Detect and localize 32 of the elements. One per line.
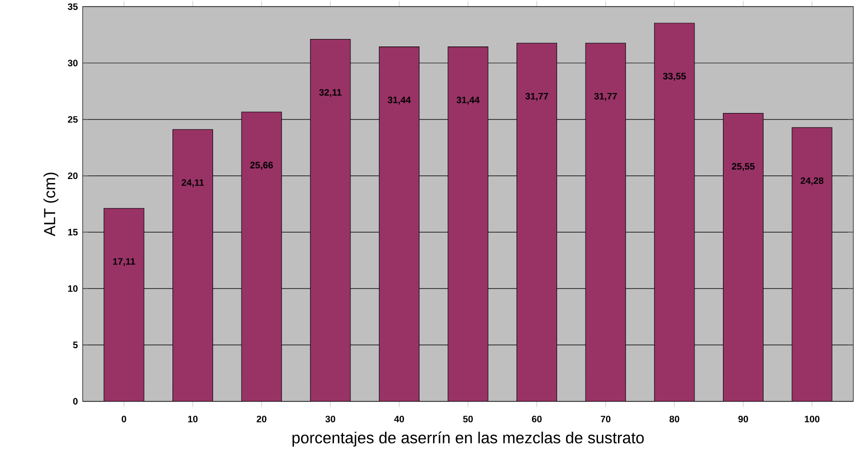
y-tick-label: 10 — [68, 285, 78, 292]
data-label: 17,11 — [113, 258, 136, 266]
data-label: 24,28 — [800, 177, 824, 186]
data-label: 25,55 — [732, 163, 755, 171]
data-label: 25,66 — [250, 162, 273, 170]
x-tick-label: 30 — [325, 416, 336, 422]
y-tick-label: 20 — [68, 172, 78, 180]
x-tick-label: 40 — [394, 416, 404, 422]
x-tick-label: 50 — [463, 416, 473, 422]
data-label: 31,77 — [525, 92, 548, 101]
y-tick-label: 35 — [68, 3, 78, 10]
y-tick-label: 30 — [68, 60, 78, 66]
x-tick-label: 20 — [256, 416, 266, 422]
data-label: 33,55 — [662, 72, 686, 81]
x-tick-label: 90 — [738, 416, 748, 422]
y-tick-label: 15 — [68, 228, 78, 236]
data-label: 32,11 — [319, 89, 342, 98]
x-tick-label: 60 — [532, 416, 542, 422]
x-axis-title: porcentajes de aserrín en las mezclas de sustrato — [292, 432, 644, 447]
y-tick-label: 0 — [73, 398, 78, 405]
data-label: 31,44 — [456, 96, 480, 105]
data-label: 31,77 — [594, 92, 617, 101]
x-tick-label: 0 — [122, 416, 126, 422]
y-tick-label: 25 — [68, 116, 78, 123]
x-tick-label: 80 — [670, 416, 680, 422]
data-label: 24,11 — [182, 179, 204, 188]
x-tick-label: 10 — [188, 416, 198, 422]
data-label: 31,44 — [388, 96, 411, 105]
y-tick-label: 5 — [73, 342, 78, 348]
y-axis-title: ALT (cm) — [44, 172, 58, 236]
x-tick-label: 70 — [600, 416, 610, 422]
x-tick-label: 100 — [804, 416, 820, 422]
